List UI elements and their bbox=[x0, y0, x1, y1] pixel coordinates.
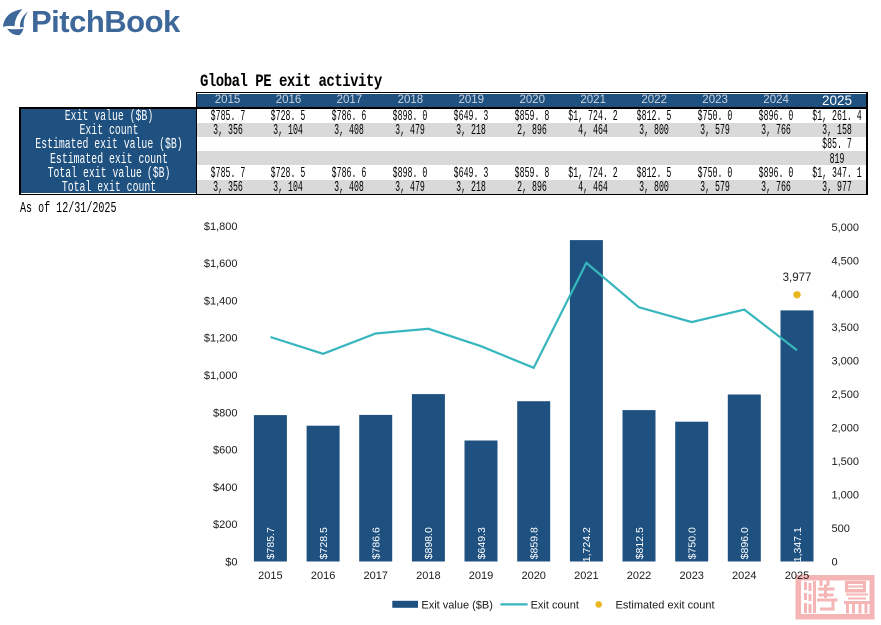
svg-text:$785.7: $785.7 bbox=[265, 527, 277, 559]
svg-text:2023: 2023 bbox=[679, 570, 703, 582]
svg-text:2015: 2015 bbox=[258, 570, 282, 582]
svg-text:$1,000: $1,000 bbox=[204, 370, 238, 382]
svg-text:2,000: 2,000 bbox=[832, 423, 860, 435]
svg-text:2018: 2018 bbox=[416, 570, 440, 582]
svg-text:$728.5: $728.5 bbox=[318, 527, 330, 559]
svg-text:$750.0: $750.0 bbox=[687, 527, 699, 559]
svg-text:$898.0: $898.0 bbox=[423, 527, 435, 559]
svg-text:Exit value ($B): Exit value ($B) bbox=[421, 599, 493, 611]
svg-text:$786.6: $786.6 bbox=[371, 527, 383, 559]
svg-text:2024: 2024 bbox=[732, 570, 756, 582]
svg-text:$859.8: $859.8 bbox=[529, 527, 541, 559]
svg-text:$1,347.1: $1,347.1 bbox=[792, 527, 804, 568]
svg-text:3,000: 3,000 bbox=[832, 356, 860, 368]
svg-text:$649.3: $649.3 bbox=[476, 527, 488, 559]
svg-text:Estimated exit count: Estimated exit count bbox=[616, 599, 715, 611]
svg-text:3,500: 3,500 bbox=[832, 322, 860, 334]
svg-text:4,500: 4,500 bbox=[832, 255, 860, 267]
svg-text:2,500: 2,500 bbox=[832, 389, 860, 401]
svg-text:$800: $800 bbox=[213, 407, 237, 419]
svg-text:Exit count: Exit count bbox=[531, 599, 579, 611]
svg-text:3,977: 3,977 bbox=[783, 272, 812, 284]
svg-text:$600: $600 bbox=[213, 445, 237, 457]
svg-text:1,500: 1,500 bbox=[832, 456, 860, 468]
svg-text:$1,800: $1,800 bbox=[204, 221, 238, 233]
svg-text:0: 0 bbox=[832, 556, 838, 568]
svg-text:$1,724.2: $1,724.2 bbox=[581, 527, 593, 568]
svg-text:5,000: 5,000 bbox=[832, 222, 860, 234]
svg-text:2019: 2019 bbox=[469, 570, 493, 582]
svg-text:$0: $0 bbox=[225, 556, 237, 568]
svg-text:500: 500 bbox=[832, 523, 850, 535]
svg-text:$400: $400 bbox=[213, 482, 237, 494]
svg-text:$812.5: $812.5 bbox=[634, 527, 646, 559]
svg-text:1,000: 1,000 bbox=[832, 490, 860, 502]
svg-text:$200: $200 bbox=[213, 519, 237, 531]
svg-text:2017: 2017 bbox=[363, 570, 387, 582]
svg-text:2021: 2021 bbox=[574, 570, 598, 582]
svg-text:$1,200: $1,200 bbox=[204, 333, 238, 345]
svg-text:$896.0: $896.0 bbox=[739, 527, 751, 559]
svg-text:$1,400: $1,400 bbox=[204, 296, 238, 308]
svg-text:2016: 2016 bbox=[311, 570, 335, 582]
svg-text:$1,600: $1,600 bbox=[204, 258, 238, 270]
svg-text:2020: 2020 bbox=[521, 570, 545, 582]
svg-text:4,000: 4,000 bbox=[832, 289, 860, 301]
svg-text:2022: 2022 bbox=[627, 570, 651, 582]
